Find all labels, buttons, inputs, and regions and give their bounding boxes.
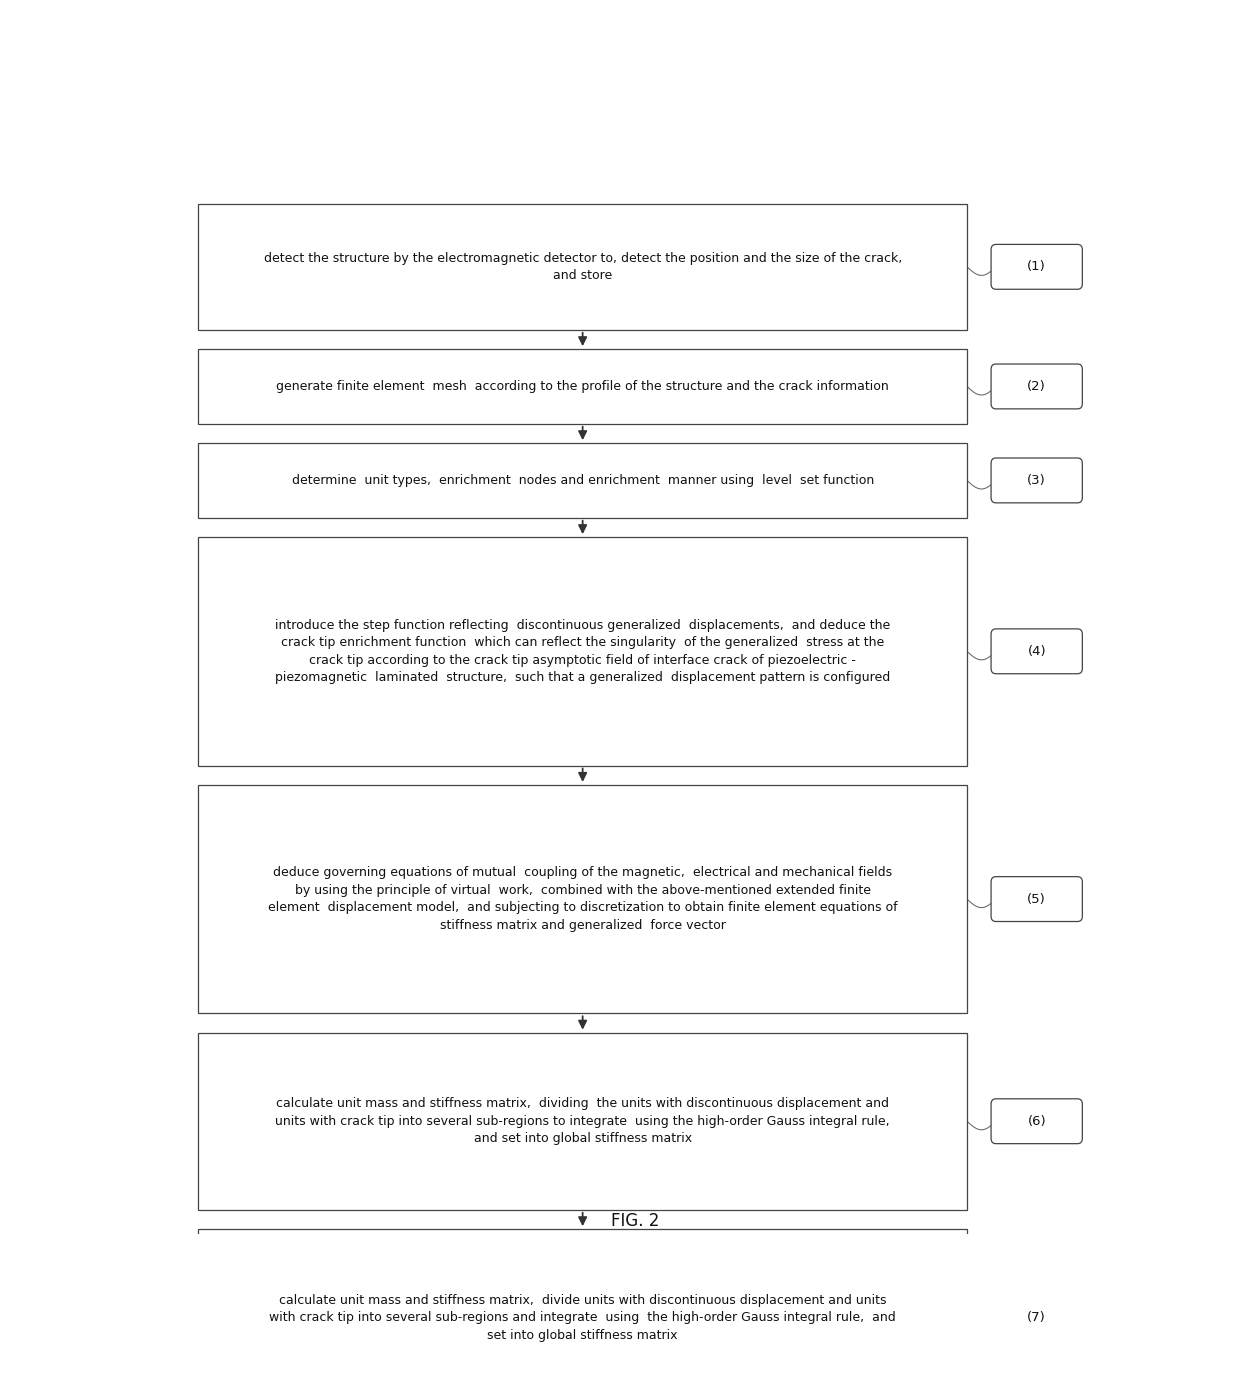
FancyBboxPatch shape (991, 244, 1083, 290)
Text: determine  unit types,  enrichment  nodes and enrichment  manner using  level  s: determine unit types, enrichment nodes a… (291, 474, 874, 487)
Text: detect the structure by the electromagnetic detector to, detect the position and: detect the structure by the electromagne… (264, 251, 901, 282)
FancyBboxPatch shape (198, 785, 967, 1014)
Text: FIG. 2: FIG. 2 (611, 1212, 660, 1229)
Text: (7): (7) (1028, 1311, 1047, 1325)
FancyBboxPatch shape (991, 628, 1083, 674)
Text: calculate unit mass and stiffness matrix,  dividing  the units with discontinuou: calculate unit mass and stiffness matrix… (275, 1097, 890, 1146)
FancyBboxPatch shape (991, 877, 1083, 921)
FancyBboxPatch shape (991, 1295, 1083, 1340)
FancyBboxPatch shape (198, 537, 967, 766)
FancyBboxPatch shape (991, 363, 1083, 409)
Text: (4): (4) (1028, 645, 1047, 657)
FancyBboxPatch shape (991, 1099, 1083, 1144)
Text: deduce governing equations of mutual  coupling of the magnetic,  electrical and : deduce governing equations of mutual cou… (268, 867, 898, 932)
Text: calculate unit mass and stiffness matrix,  divide units with discontinuous displ: calculate unit mass and stiffness matrix… (269, 1294, 897, 1341)
FancyBboxPatch shape (198, 204, 967, 330)
FancyBboxPatch shape (198, 1032, 967, 1209)
Text: (6): (6) (1028, 1115, 1047, 1128)
FancyBboxPatch shape (991, 458, 1083, 503)
FancyBboxPatch shape (198, 350, 967, 424)
Text: (5): (5) (1028, 893, 1047, 906)
FancyBboxPatch shape (198, 442, 967, 517)
FancyBboxPatch shape (198, 1229, 967, 1387)
Text: (1): (1) (1028, 261, 1047, 273)
Text: (3): (3) (1028, 474, 1047, 487)
Text: introduce the step function reflecting  discontinuous generalized  displacements: introduce the step function reflecting d… (275, 619, 890, 684)
Text: (2): (2) (1028, 380, 1047, 393)
Text: generate finite element  mesh  according to the profile of the structure and the: generate finite element mesh according t… (277, 380, 889, 393)
